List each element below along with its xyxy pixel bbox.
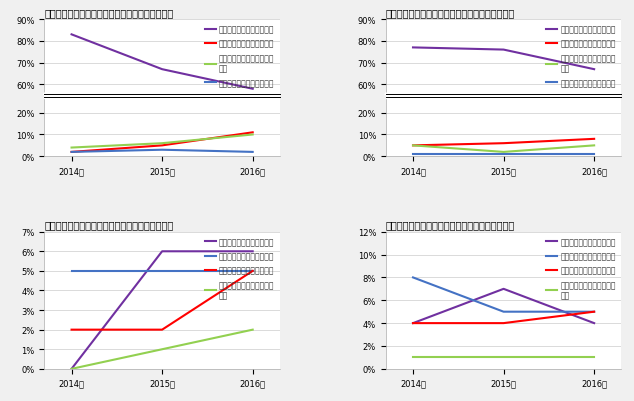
Line: 上昇率が縮小した市の割合: 上昇率が縮小した市の割合 bbox=[72, 271, 253, 330]
その他の上昇した市の割合 bbox=[158, 269, 166, 273]
上昇率が拡大した市の割合 bbox=[590, 321, 598, 326]
前年と同率で下落した市の
割合 bbox=[249, 133, 257, 138]
上昇率が縮小した市の割合 bbox=[500, 321, 507, 326]
前年と同率で上昇した市の
割合 bbox=[68, 367, 75, 371]
Line: 上昇率が拡大した市の割合: 上昇率が拡大した市の割合 bbox=[413, 289, 594, 323]
前年と同率で上昇した市の
割合 bbox=[590, 355, 598, 360]
その他の下落した市の割合 bbox=[158, 148, 166, 153]
上昇率が拡大した市の割合 bbox=[68, 367, 75, 371]
下落率が縮小した市の割合 bbox=[500, 48, 507, 53]
下落率が拡大した市の割合 bbox=[500, 142, 507, 146]
前年と同率で上昇した市の
割合 bbox=[249, 328, 257, 332]
下落率が拡大した市の割合 bbox=[590, 137, 598, 142]
上昇率が拡大した市の割合 bbox=[158, 249, 166, 254]
その他の上昇した市の割合 bbox=[590, 310, 598, 314]
Line: 下落率が拡大した市の割合: 下落率が拡大した市の割合 bbox=[413, 140, 594, 146]
下落率が拡大した市の割合 bbox=[158, 144, 166, 148]
その他の下落した市の割合 bbox=[500, 152, 507, 157]
上昇率が縮小した市の割合 bbox=[68, 328, 75, 332]
その他の下落した市の割合 bbox=[590, 152, 598, 157]
Bar bbox=[44, 93, 280, 99]
Line: 下落率が縮小した市の割合: 下落率が縮小した市の割合 bbox=[72, 35, 253, 89]
Legend: 下落率が縮小した市の割合, 下落率が拡大した市の割合, 前年と同率で下落した市の
割合, その他の下落した市の割合: 下落率が縮小した市の割合, 下落率が拡大した市の割合, 前年と同率で下落した市の… bbox=[203, 24, 276, 89]
その他の下落した市の割合 bbox=[68, 150, 75, 155]
上昇率が縮小した市の割合 bbox=[158, 328, 166, 332]
Line: その他の下落した市の割合: その他の下落した市の割合 bbox=[72, 150, 253, 152]
前年と同率で下落した市の
割合 bbox=[68, 146, 75, 151]
その他の下落した市の割合 bbox=[249, 150, 257, 155]
Text: 住宅地の地価が下落した中小都市の地価変動状況: 住宅地の地価が下落した中小都市の地価変動状況 bbox=[44, 8, 174, 18]
Text: 商業地の地価が下落した中小都市の地価変動状況: 商業地の地価が下落した中小都市の地価変動状況 bbox=[386, 8, 515, 18]
下落率が縮小した市の割合 bbox=[158, 68, 166, 73]
Line: 上昇率が縮小した市の割合: 上昇率が縮小した市の割合 bbox=[413, 312, 594, 323]
下落率が拡大した市の割合 bbox=[409, 144, 417, 148]
下落率が縮小した市の割合 bbox=[590, 68, 598, 73]
その他の上昇した市の割合 bbox=[500, 310, 507, 314]
前年と同率で下落した市の
割合 bbox=[500, 150, 507, 155]
Line: 前年と同率で下落した市の
割合: 前年と同率で下落した市の 割合 bbox=[72, 135, 253, 148]
Line: 下落率が縮小した市の割合: 下落率が縮小した市の割合 bbox=[413, 48, 594, 70]
その他の上昇した市の割合 bbox=[68, 269, 75, 273]
Legend: 下落率が縮小した市の割合, 下落率が拡大した市の割合, 前年と同率で下落した市の
割合, その他の下落した市の割合: 下落率が縮小した市の割合, 下落率が拡大した市の割合, 前年と同率で下落した市の… bbox=[545, 24, 618, 89]
前年と同率で下落した市の
割合 bbox=[590, 144, 598, 148]
下落率が縮小した市の割合 bbox=[249, 87, 257, 92]
上昇率が縮小した市の割合 bbox=[590, 310, 598, 314]
下落率が縮小した市の割合 bbox=[68, 33, 75, 38]
その他の上昇した市の割合 bbox=[249, 269, 257, 273]
Line: 前年と同率で下落した市の
割合: 前年と同率で下落した市の 割合 bbox=[413, 146, 594, 152]
その他の上昇した市の割合 bbox=[409, 275, 417, 280]
前年と同率で上昇した市の
割合 bbox=[500, 355, 507, 360]
前年と同率で下落した市の
割合 bbox=[158, 142, 166, 146]
前年と同率で下落した市の
割合 bbox=[409, 144, 417, 148]
Line: 上昇率が拡大した市の割合: 上昇率が拡大した市の割合 bbox=[72, 252, 253, 369]
Legend: 上昇率が拡大した市の割合, その他の上昇した市の割合, 上昇率が縮小した市の割合, 前年と同率で上昇した市の
割合: 上昇率が拡大した市の割合, その他の上昇した市の割合, 上昇率が縮小した市の割合… bbox=[545, 236, 618, 301]
Line: その他の上昇した市の割合: その他の上昇した市の割合 bbox=[413, 278, 594, 312]
Legend: 上昇率が拡大した市の割合, その他の上昇した市の割合, 上昇率が縮小した市の割合, 前年と同率で上昇した市の
割合: 上昇率が拡大した市の割合, その他の上昇した市の割合, 上昇率が縮小した市の割合… bbox=[203, 236, 276, 301]
前年と同率で上昇した市の
割合 bbox=[409, 355, 417, 360]
上昇率が拡大した市の割合 bbox=[500, 287, 507, 292]
上昇率が拡大した市の割合 bbox=[249, 249, 257, 254]
Bar bbox=[386, 93, 621, 99]
下落率が拡大した市の割合 bbox=[249, 131, 257, 136]
上昇率が拡大した市の割合 bbox=[409, 321, 417, 326]
Text: 住宅地の地価が上昇した中小都市の地価変動状況: 住宅地の地価が上昇した中小都市の地価変動状況 bbox=[44, 220, 174, 230]
下落率が拡大した市の割合 bbox=[68, 150, 75, 155]
Text: 商業地の地価が上昇した中小都市の地価変動状況: 商業地の地価が上昇した中小都市の地価変動状況 bbox=[386, 220, 515, 230]
Line: 下落率が拡大した市の割合: 下落率が拡大した市の割合 bbox=[72, 133, 253, 152]
下落率が縮小した市の割合 bbox=[409, 46, 417, 51]
上昇率が縮小した市の割合 bbox=[249, 269, 257, 273]
前年と同率で上昇した市の
割合 bbox=[158, 347, 166, 352]
上昇率が縮小した市の割合 bbox=[409, 321, 417, 326]
その他の下落した市の割合 bbox=[409, 152, 417, 157]
Line: 前年と同率で上昇した市の
割合: 前年と同率で上昇した市の 割合 bbox=[72, 330, 253, 369]
